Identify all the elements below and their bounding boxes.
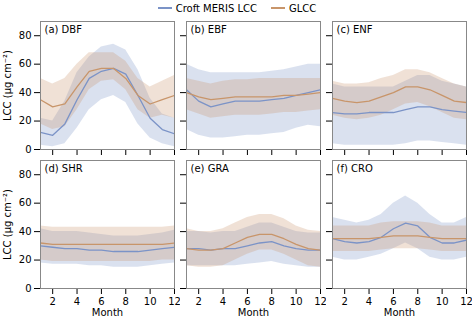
svg-text:6: 6 bbox=[244, 296, 250, 307]
svg-text:10: 10 bbox=[144, 296, 157, 307]
svg-text:80: 80 bbox=[19, 169, 32, 180]
svg-text:(a) DBF: (a) DBF bbox=[45, 24, 83, 35]
svg-text:8: 8 bbox=[123, 296, 129, 307]
svg-text:12: 12 bbox=[168, 296, 180, 307]
svg-text:(d) SHR: (d) SHR bbox=[45, 163, 83, 174]
svg-text:4: 4 bbox=[366, 296, 372, 307]
svg-text:(e) GRA: (e) GRA bbox=[191, 163, 229, 174]
svg-text:(f) CRO: (f) CRO bbox=[337, 163, 373, 174]
svg-text:0: 0 bbox=[25, 144, 31, 155]
svg-text:(c) ENF: (c) ENF bbox=[337, 24, 373, 35]
svg-text:60: 60 bbox=[19, 197, 32, 208]
svg-text:LCC (μg cm⁻²): LCC (μg cm⁻²) bbox=[2, 50, 13, 121]
svg-text:4: 4 bbox=[220, 296, 226, 307]
svg-text:6: 6 bbox=[390, 296, 396, 307]
svg-text:20: 20 bbox=[19, 115, 32, 126]
svg-text:12: 12 bbox=[314, 296, 326, 307]
svg-text:(b) EBF: (b) EBF bbox=[191, 24, 228, 35]
svg-text:Month: Month bbox=[238, 307, 269, 318]
svg-text:4: 4 bbox=[74, 296, 80, 307]
svg-text:6: 6 bbox=[98, 296, 104, 307]
svg-text:60: 60 bbox=[19, 58, 32, 69]
svg-text:Month: Month bbox=[92, 307, 123, 318]
svg-text:8: 8 bbox=[269, 296, 275, 307]
svg-text:20: 20 bbox=[19, 254, 32, 265]
html-text:GLCC: GLCC bbox=[289, 2, 317, 14]
svg-text:40: 40 bbox=[19, 226, 32, 237]
svg-text:10: 10 bbox=[436, 296, 449, 307]
svg-text:8: 8 bbox=[415, 296, 421, 307]
svg-text:Month: Month bbox=[384, 307, 415, 318]
svg-text:40: 40 bbox=[19, 87, 32, 98]
html-text:Croft MERIS LCC: Croft MERIS LCC bbox=[175, 2, 257, 14]
svg-text:10: 10 bbox=[290, 296, 303, 307]
svg-text:12: 12 bbox=[460, 296, 472, 307]
svg-text:0: 0 bbox=[25, 283, 31, 294]
svg-text:2: 2 bbox=[49, 296, 55, 307]
svg-text:2: 2 bbox=[341, 296, 347, 307]
svg-text:2: 2 bbox=[195, 296, 201, 307]
svg-text:80: 80 bbox=[19, 30, 32, 41]
svg-text:LCC (μg cm⁻²): LCC (μg cm⁻²) bbox=[2, 189, 13, 260]
